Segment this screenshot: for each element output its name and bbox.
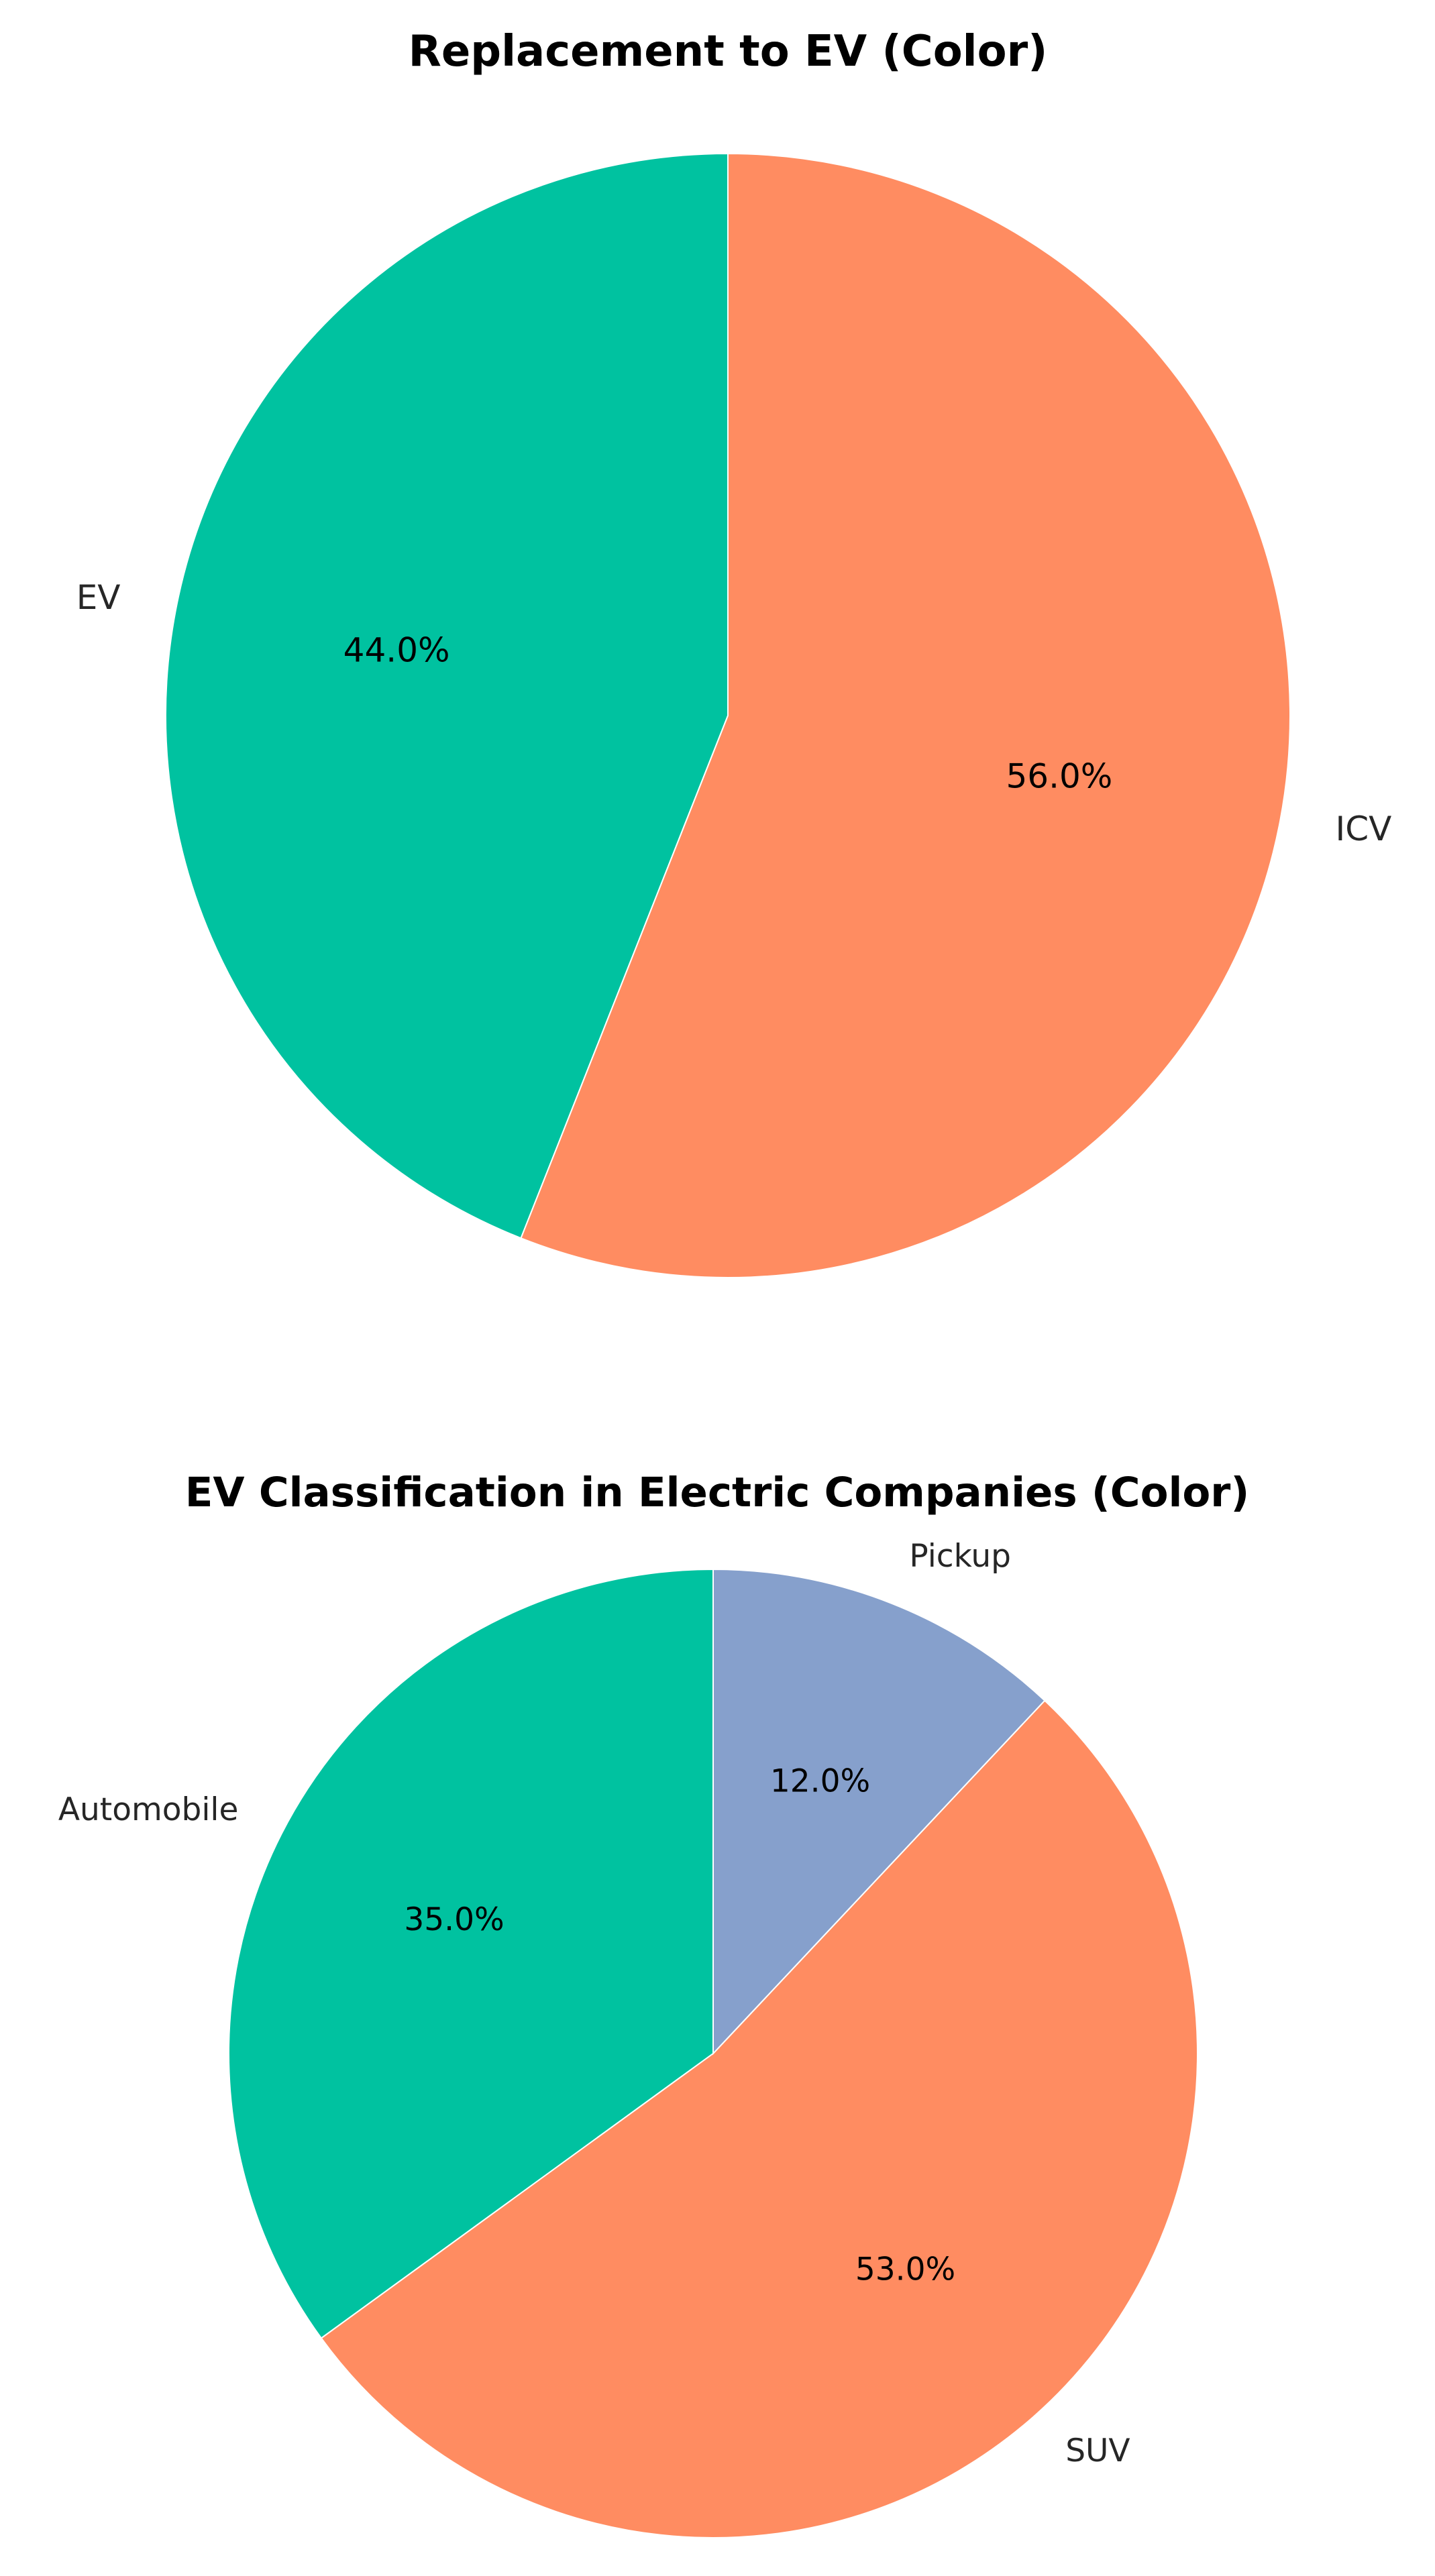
pie-slice-pickup	[712, 1568, 1046, 2056]
slice-pct-icv: 56.0%	[1006, 757, 1112, 796]
slice-label-icv: ICV	[1336, 809, 1392, 848]
slice-label-ev: EV	[76, 578, 121, 617]
pie-slices	[228, 1568, 1198, 2538]
pie-slice-icv	[520, 152, 1291, 1278]
chart-title: Replacement to EV (Color)	[409, 27, 1048, 76]
pie-slice-suv	[320, 1699, 1198, 2538]
pie-labels: EV 44.0% ICV 56.0%	[76, 578, 1392, 848]
slice-label-pickup: Pickup	[909, 1538, 1011, 1575]
slice-pct-pickup: 12.0%	[770, 1763, 870, 1800]
pie-labels: Automobile 35.0% SUV 53.0% Pickup 12.0%	[58, 1538, 1130, 2469]
pie-slice-automobile	[228, 1568, 714, 2339]
pie-chart-replacement: Replacement to EV (Color) EV 44.0% ICV 56.0…	[76, 27, 1392, 1278]
slice-pct-ev: 44.0%	[343, 630, 450, 669]
slice-label-automobile: Automobile	[58, 1791, 239, 1828]
pie-chart-ev-classification: EV Classification in Electric Companies …	[58, 1469, 1249, 2538]
slice-pct-automobile: 35.0%	[404, 1901, 504, 1938]
slice-label-suv: SUV	[1065, 2432, 1130, 2469]
slice-pct-suv: 53.0%	[855, 2251, 955, 2288]
chart-title: EV Classification in Electric Companies …	[185, 1469, 1250, 1516]
pie-slice-ev	[165, 152, 729, 1239]
pie-slices	[165, 152, 1291, 1278]
